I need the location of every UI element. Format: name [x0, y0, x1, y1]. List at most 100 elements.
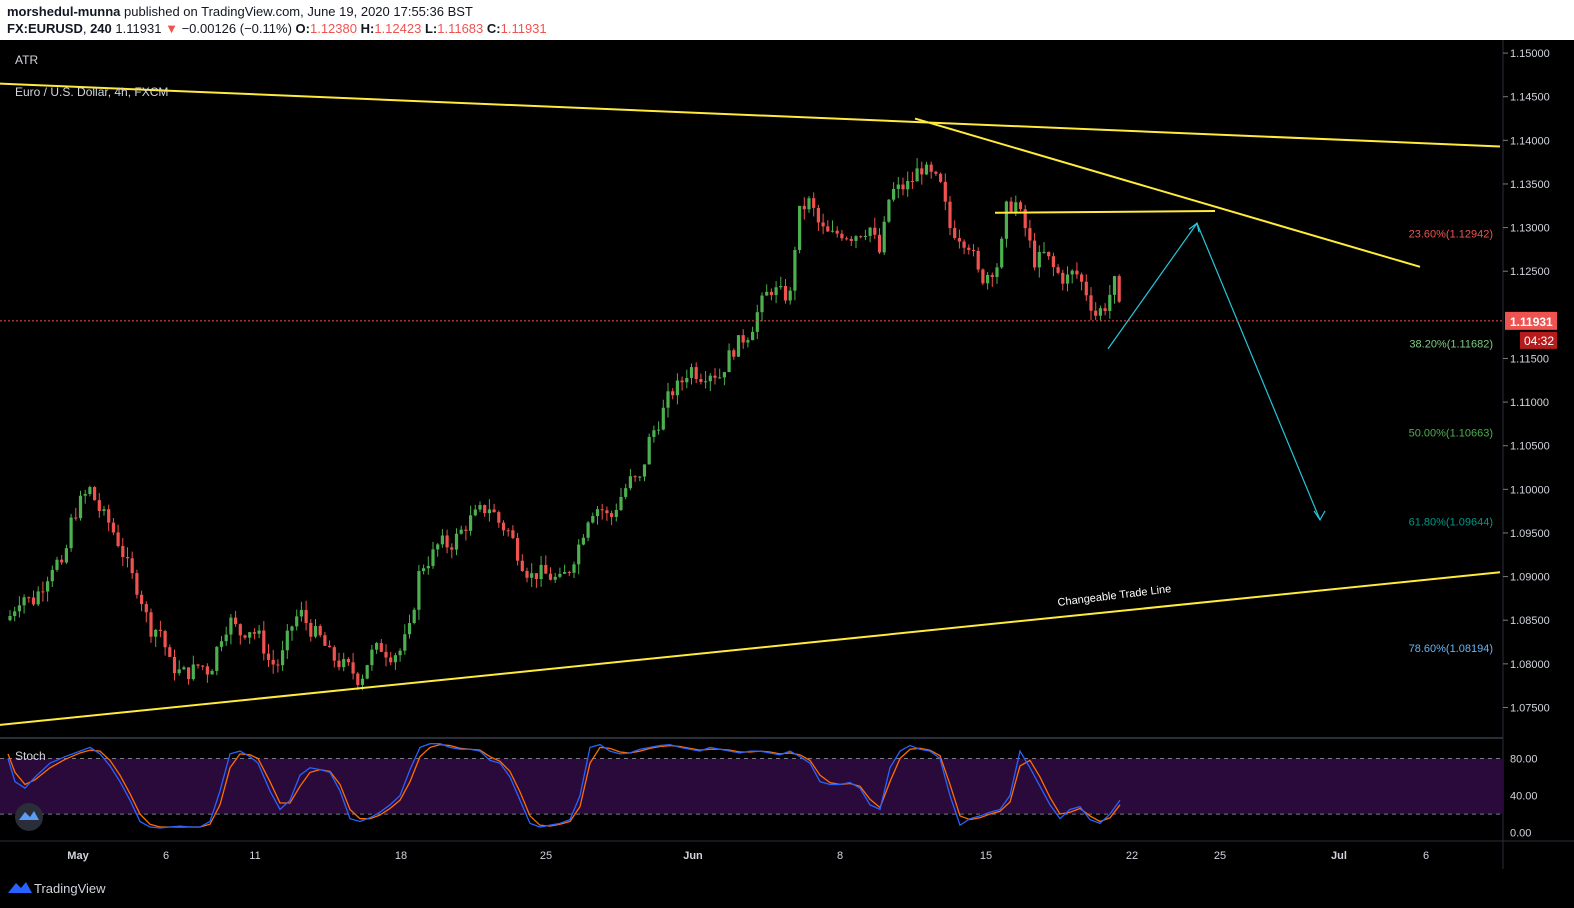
candle-body: [943, 181, 947, 202]
candle-body: [934, 171, 938, 174]
candle-body: [732, 350, 736, 357]
publish-info: morshedul-munna published on TradingView…: [7, 4, 473, 19]
candle-body: [1023, 209, 1027, 229]
time-tick-label: Jun: [683, 850, 703, 862]
low-value: 1.11683: [437, 21, 484, 36]
candle-body: [887, 199, 891, 222]
candle-body: [379, 643, 383, 652]
candle-body: [1089, 295, 1093, 311]
candle-body: [93, 487, 97, 501]
candle-body: [135, 573, 139, 595]
stoch-line-d: [7, 743, 1121, 828]
candle-body: [478, 505, 482, 510]
tradingview-brand[interactable]: TradingView: [34, 881, 106, 896]
candle-body: [807, 198, 811, 210]
tradingview-logo-icon[interactable]: [8, 879, 32, 895]
price-tick-label: 1.07500: [1510, 702, 1550, 714]
candle-body: [36, 591, 40, 605]
stoch-band: [0, 758, 1503, 815]
candle-body: [920, 168, 924, 175]
candle-body: [976, 250, 980, 270]
candle-body: [544, 564, 548, 574]
candle-body: [1014, 202, 1018, 212]
candle-body: [469, 515, 473, 531]
candle-body: [971, 249, 976, 251]
stochastic-pane: [0, 743, 1503, 829]
candle-body: [830, 230, 835, 232]
price-tick-label: 1.15000: [1510, 48, 1550, 60]
author-name[interactable]: morshedul-munna: [7, 4, 121, 19]
candle-body: [69, 517, 73, 549]
candle-body: [313, 626, 318, 637]
symbol-info: FX:EURUSD, 240 1.11931 ▼ −0.00126 (−0.11…: [7, 21, 547, 36]
open-label: O:: [295, 21, 310, 36]
candle-body: [1108, 294, 1112, 312]
candle-body: [323, 635, 327, 646]
candle-body: [422, 568, 426, 572]
candle-body: [219, 641, 224, 647]
candle-body: [8, 616, 12, 621]
candle-body: [962, 241, 966, 248]
candle-body: [431, 549, 435, 566]
candle-body: [788, 290, 792, 301]
candle-body: [826, 226, 830, 232]
candle-body: [746, 340, 750, 343]
candle-body: [877, 234, 882, 253]
candle-body: [13, 611, 17, 617]
candle-body: [215, 646, 219, 671]
candle-body: [1028, 228, 1032, 241]
candle-body: [849, 238, 853, 241]
candle-body: [520, 560, 524, 571]
candle-body: [511, 530, 515, 539]
candle-body: [1061, 272, 1065, 284]
candle-body: [741, 335, 745, 343]
candle-body: [346, 659, 350, 663]
candle-body: [393, 655, 397, 663]
candle-body: [534, 573, 538, 580]
candle-body: [78, 495, 83, 519]
candle-body: [605, 510, 609, 514]
candle-body: [769, 291, 773, 296]
projection-arrowhead: [1313, 510, 1326, 522]
candle-body: [483, 505, 487, 514]
candle-body: [802, 205, 806, 210]
candle-body: [375, 643, 379, 650]
candle-body: [675, 380, 679, 396]
candle-body: [492, 509, 496, 513]
price-tick-label: 1.10500: [1510, 441, 1550, 453]
candle-body: [793, 250, 797, 291]
candle-body: [450, 547, 454, 550]
candle-body: [915, 168, 919, 182]
candle-body: [168, 647, 172, 657]
candle-body: [417, 571, 421, 610]
candle-body: [1004, 201, 1008, 239]
candle-body: [812, 198, 816, 208]
candle-body: [46, 581, 50, 592]
candle-body: [892, 188, 896, 200]
candle-body: [765, 291, 769, 296]
price-tick-label: 1.08500: [1510, 615, 1550, 627]
drawing-tools[interactable]: [0, 82, 1501, 726]
candle-body: [548, 573, 553, 580]
chart-canvas[interactable]: 23.60%(1.12942) 38.20%(1.11682) 50.00%(1.1…: [0, 40, 1574, 869]
candle-body: [487, 509, 491, 514]
candle-body: [257, 630, 261, 634]
candle-body: [859, 236, 863, 238]
trendline-upper-resistance: [0, 82, 1501, 148]
candle-body: [624, 488, 628, 497]
candle-body: [266, 653, 271, 660]
candle-body: [130, 558, 134, 574]
candle-body: [558, 573, 562, 577]
stoch-label[interactable]: Stoch: [15, 749, 46, 763]
time-tick-label: 22: [1126, 850, 1138, 862]
candle-body: [563, 572, 567, 574]
candle-body: [868, 227, 872, 236]
candle-body: [610, 513, 614, 517]
candle-body: [1009, 201, 1013, 212]
time-tick-label: 15: [980, 850, 992, 862]
candle-body: [572, 564, 576, 573]
candle-body: [736, 335, 741, 357]
candle-body: [1047, 251, 1051, 257]
candle-body: [285, 630, 289, 651]
atr-label[interactable]: ATR: [15, 53, 38, 67]
